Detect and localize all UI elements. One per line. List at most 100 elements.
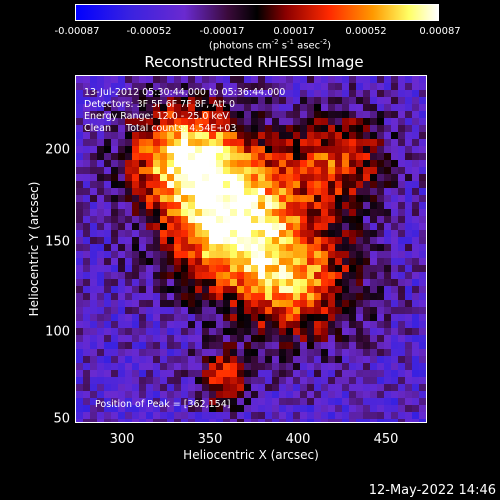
heatmap-cell <box>398 405 405 412</box>
heatmap-cell <box>209 328 216 335</box>
heatmap-cell <box>335 307 342 314</box>
heatmap-cell <box>97 209 104 216</box>
heatmap-cell <box>83 237 90 244</box>
heatmap-cell <box>307 244 314 251</box>
heatmap-cell <box>328 398 335 405</box>
heatmap-cell <box>76 195 83 202</box>
heatmap-cell <box>230 97 237 104</box>
heatmap-cell <box>251 391 258 398</box>
heatmap-cell <box>356 419 363 422</box>
x-axis-label: Heliocentric X (arcsec) <box>183 448 319 462</box>
heatmap-cell <box>321 195 328 202</box>
heatmap-cell <box>342 265 349 272</box>
heatmap-cell <box>111 377 118 384</box>
heatmap-cell <box>363 174 370 181</box>
heatmap-cell <box>202 349 209 356</box>
heatmap-cell <box>363 230 370 237</box>
heatmap-cell <box>398 125 405 132</box>
heatmap-cell <box>412 279 419 286</box>
heatmap-cell <box>104 223 111 230</box>
heatmap-cell <box>90 391 97 398</box>
heatmap-cell <box>132 349 139 356</box>
heatmap-cell <box>405 174 412 181</box>
heatmap-cell <box>237 174 244 181</box>
heatmap-cell <box>125 384 132 391</box>
heatmap-cell <box>258 188 265 195</box>
heatmap-cell <box>363 76 370 83</box>
heatmap-cell <box>195 286 202 293</box>
heatmap-cell <box>307 398 314 405</box>
heatmap-cell <box>307 286 314 293</box>
heatmap-cell <box>293 293 300 300</box>
heatmap-cell <box>370 230 377 237</box>
heatmap-cell <box>342 300 349 307</box>
heatmap-cell <box>370 300 377 307</box>
heatmap-cell <box>370 328 377 335</box>
heatmap-cell <box>104 90 111 97</box>
heatmap-cell <box>195 363 202 370</box>
heatmap-cell <box>251 188 258 195</box>
heatmap-cell <box>391 251 398 258</box>
heatmap-cell <box>349 111 356 118</box>
heatmap-cell <box>118 356 125 363</box>
heatmap-cell <box>153 391 160 398</box>
heatmap-cell <box>195 160 202 167</box>
heatmap-cell <box>419 370 426 377</box>
heatmap-cell <box>160 384 167 391</box>
heatmap-cell <box>244 202 251 209</box>
heatmap-cell <box>328 146 335 153</box>
heatmap-cell <box>76 321 83 328</box>
heatmap-cell <box>370 83 377 90</box>
heatmap-cell <box>391 111 398 118</box>
heatmap-cell <box>384 181 391 188</box>
heatmap-cell <box>321 139 328 146</box>
heatmap-cell <box>272 286 279 293</box>
heatmap-cell <box>76 132 83 139</box>
heatmap-cell <box>181 160 188 167</box>
heatmap-cell <box>174 370 181 377</box>
heatmap-cell <box>167 370 174 377</box>
heatmap-cell <box>300 223 307 230</box>
heatmap-cell <box>76 118 83 125</box>
heatmap-cell <box>321 293 328 300</box>
heatmap-cell <box>97 160 104 167</box>
heatmap-cell <box>314 118 321 125</box>
heatmap-cell <box>125 111 132 118</box>
heatmap-cell <box>181 83 188 90</box>
heatmap-cell <box>405 111 412 118</box>
heatmap-cell <box>342 391 349 398</box>
heatmap-cell <box>398 370 405 377</box>
heatmap-cell <box>76 279 83 286</box>
heatmap-cell <box>293 349 300 356</box>
heatmap-cell <box>139 335 146 342</box>
heatmap-cell <box>265 195 272 202</box>
heatmap-cell <box>342 342 349 349</box>
heatmap-cell <box>307 377 314 384</box>
heatmap-cell <box>335 384 342 391</box>
heatmap-cell <box>125 321 132 328</box>
heatmap-cell <box>188 202 195 209</box>
heatmap-cell <box>272 167 279 174</box>
heatmap-cell <box>412 342 419 349</box>
heatmap-cell <box>363 97 370 104</box>
heatmap-cell <box>104 83 111 90</box>
heatmap-cell <box>356 188 363 195</box>
heatmap-cell <box>314 230 321 237</box>
heatmap-cell <box>230 391 237 398</box>
heatmap-cell <box>321 279 328 286</box>
heatmap-cell <box>118 405 125 412</box>
heatmap-cell <box>139 300 146 307</box>
heatmap-cell <box>188 370 195 377</box>
heatmap-cell <box>216 195 223 202</box>
heatmap-cell <box>335 104 342 111</box>
heatmap-cell <box>97 223 104 230</box>
heatmap-cell <box>405 398 412 405</box>
heatmap-cell <box>321 342 328 349</box>
heatmap-cell <box>104 104 111 111</box>
heatmap-cell <box>223 202 230 209</box>
heatmap-cell <box>335 223 342 230</box>
heatmap-cell <box>118 223 125 230</box>
heatmap-cell <box>258 209 265 216</box>
heatmap-cell <box>160 104 167 111</box>
heatmap-cell <box>90 328 97 335</box>
